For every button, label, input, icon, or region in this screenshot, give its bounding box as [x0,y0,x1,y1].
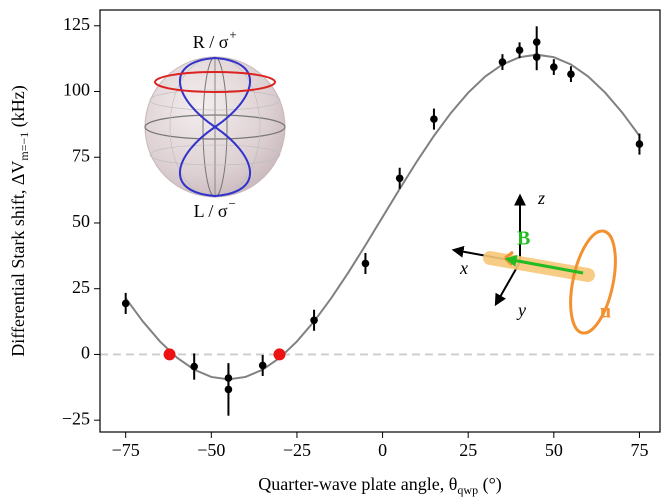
data-point [190,362,198,371]
data-point [532,38,541,46]
x-tick-label: 25 [459,440,477,460]
y-tick-label: −25 [62,408,90,428]
zero-crossing [273,348,286,361]
y-axis-label: Differential Stark shift, ΔVm=−1 (kHz) [8,85,31,357]
axis-z-label: z [537,188,545,208]
x-tick-label: 75 [630,440,648,460]
y-tick-label: 75 [72,145,90,165]
x-tick-label: −50 [197,440,225,460]
data-point [515,46,524,55]
data-point [532,53,541,61]
data-point [361,259,370,268]
x-tick-label: −25 [283,440,311,460]
data-point [224,385,233,394]
x-tick-label: 50 [545,440,563,460]
data-point [498,58,507,66]
y-tick-label: 50 [72,211,90,231]
bloch-sphere [144,56,286,198]
fit-line [124,53,641,381]
y-tick-label: 125 [63,14,90,34]
zero-crossing [163,348,176,361]
x-axis-label: Quarter-wave plate angle, θqwp (°) [258,474,502,497]
plot-frame [99,9,661,433]
plot-area: −75 −50 −25 0 25 50 75 −25 0 25 50 75 100 125 [62,9,661,460]
axis-x-label: x [459,258,468,278]
polarization-label: u [600,301,611,323]
data-point [430,115,438,123]
field-label: B [517,228,530,250]
y-tick-label: 25 [72,277,90,297]
y-tick-label: 100 [63,80,90,100]
axes-diagram [451,193,617,335]
data-point [121,299,130,308]
sphere-bottom-label: L / σ− [194,196,237,221]
y-tick-label: 0 [81,343,90,363]
data-point [635,140,644,148]
sphere-top-label: R / σ+ [193,27,238,52]
data-point [550,63,558,71]
data-point [567,70,575,78]
x-tick-label: −75 [112,440,140,460]
data-point [258,361,267,370]
axis-y-label: y [516,300,526,320]
data-point [310,316,318,325]
data-point [395,174,404,183]
x-tick-label: 0 [378,440,387,460]
